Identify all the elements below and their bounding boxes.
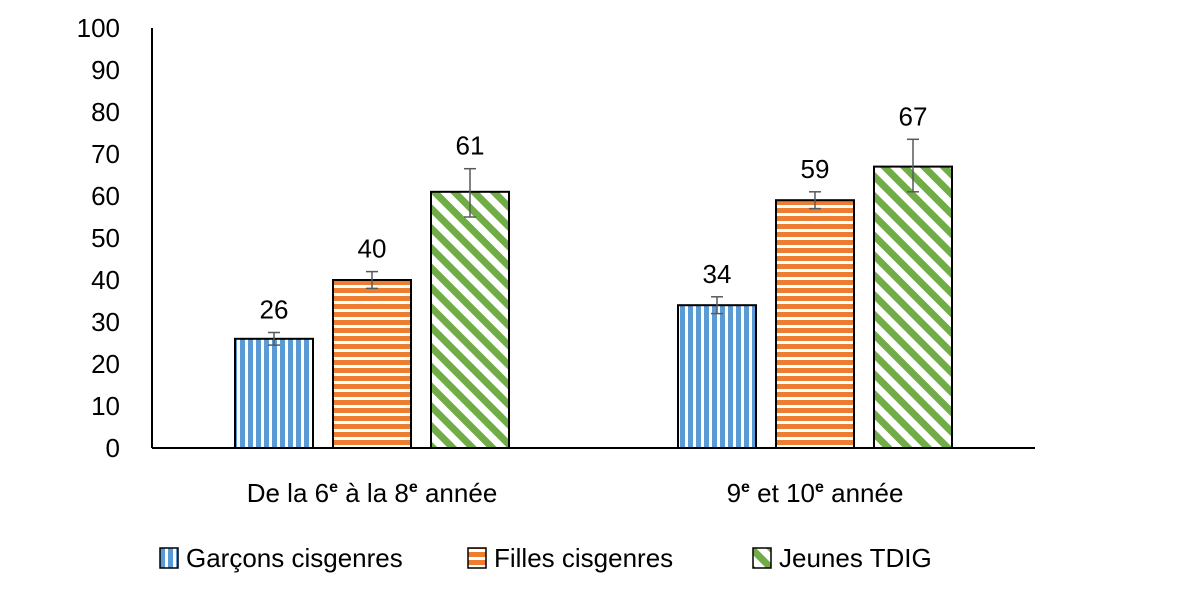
legend-item-1: Garçons cisgenres xyxy=(159,543,403,573)
y-tick-label: 100 xyxy=(77,13,120,43)
error-bar xyxy=(711,296,723,315)
data-label: 59 xyxy=(801,154,830,184)
legend-swatch xyxy=(467,547,487,569)
error-bar xyxy=(464,167,476,218)
legend-swatch xyxy=(159,547,179,569)
error-bar xyxy=(366,270,378,290)
error-bar xyxy=(809,191,821,210)
y-tick-label: 0 xyxy=(106,433,120,463)
bar-1-cat-2 xyxy=(677,304,757,450)
x-category-label: De la 6e à la 8e année xyxy=(247,478,498,508)
bar-3-cat-1 xyxy=(430,190,510,450)
data-label: 34 xyxy=(703,259,732,289)
y-tick-label: 50 xyxy=(91,223,120,253)
legend-label: Jeunes TDIG xyxy=(779,543,932,573)
y-tick-label: 80 xyxy=(91,97,120,127)
data-label: 26 xyxy=(260,295,289,325)
error-bar xyxy=(907,138,919,193)
bar-3-cat-2 xyxy=(873,165,953,449)
y-tick-label: 90 xyxy=(91,55,120,85)
y-tick-label: 20 xyxy=(91,349,120,379)
y-tick-label: 60 xyxy=(91,181,120,211)
legend-swatch xyxy=(752,547,772,569)
bar-2-cat-2 xyxy=(775,199,855,449)
y-tick-label: 40 xyxy=(91,265,120,295)
data-label: 67 xyxy=(899,101,928,131)
y-tick-label: 70 xyxy=(91,139,120,169)
legend-label: Filles cisgenres xyxy=(494,543,673,573)
x-category-label: 9e et 10e année xyxy=(727,478,904,508)
legend-label: Garçons cisgenres xyxy=(186,543,403,573)
bar-1-cat-1 xyxy=(234,337,314,449)
y-tick-label: 30 xyxy=(91,307,120,337)
legend-item-3: Jeunes TDIG xyxy=(752,543,932,573)
y-tick-label: 10 xyxy=(91,391,120,421)
bar-2-cat-1 xyxy=(332,279,412,449)
data-label: 61 xyxy=(456,131,485,161)
error-bar xyxy=(268,331,280,346)
data-label: 40 xyxy=(358,234,387,264)
legend-item-2: Filles cisgenres xyxy=(467,543,673,573)
